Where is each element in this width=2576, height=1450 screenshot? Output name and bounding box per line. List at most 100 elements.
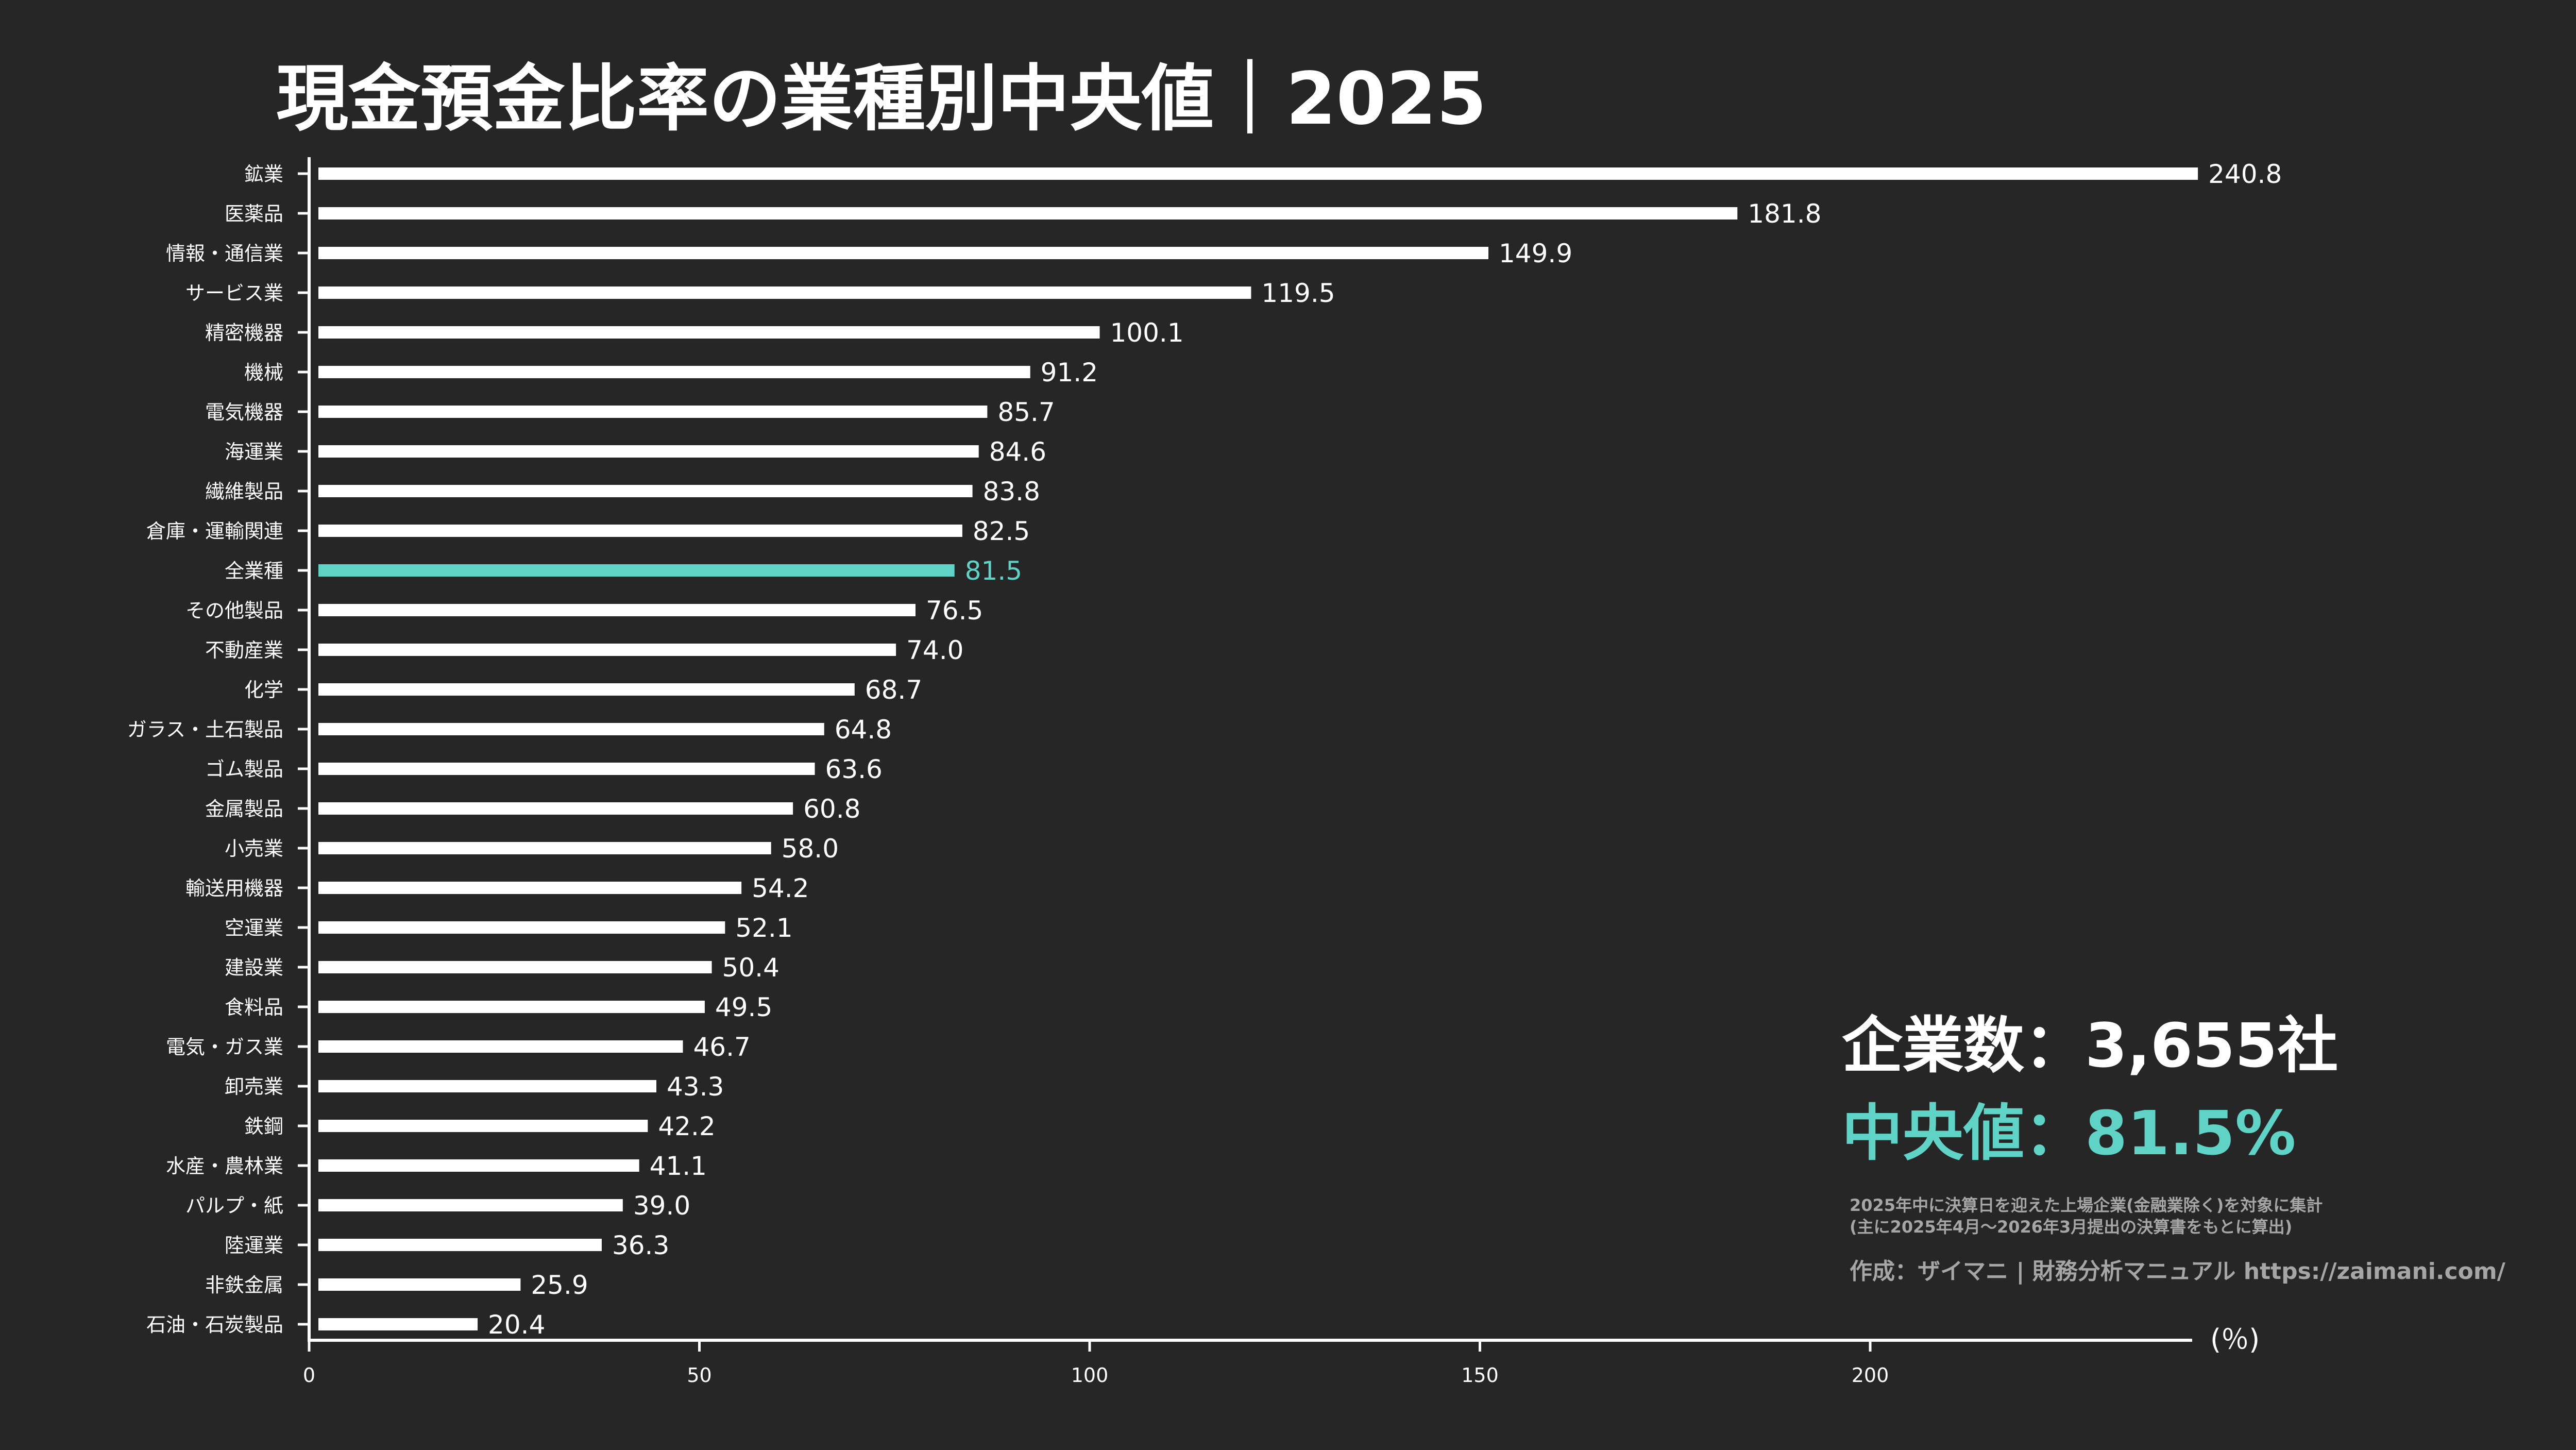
category-label: 小売業 xyxy=(225,837,283,860)
bar xyxy=(318,1080,656,1092)
value-label: 74.0 xyxy=(906,635,963,665)
value-label: 64.8 xyxy=(835,715,892,745)
category-label: ゴム製品 xyxy=(205,758,283,781)
category-label: 繊維製品 xyxy=(205,480,283,503)
value-label: 149.9 xyxy=(1499,239,1572,268)
bar xyxy=(318,604,916,616)
value-label: 20.4 xyxy=(488,1310,545,1340)
x-tick-label: 50 xyxy=(687,1364,711,1387)
bar xyxy=(318,525,962,537)
bar xyxy=(318,683,855,696)
value-label: 76.5 xyxy=(926,596,983,626)
bar xyxy=(318,723,824,735)
category-label: ガラス・土石製品 xyxy=(127,718,283,741)
category-label: 非鉄金属 xyxy=(205,1274,283,1296)
category-label: 石油・石炭製品 xyxy=(146,1313,283,1336)
x-tick-label: 0 xyxy=(303,1364,315,1387)
bar xyxy=(318,882,742,894)
value-label: 39.0 xyxy=(633,1191,690,1221)
value-label: 58.0 xyxy=(782,834,839,864)
value-label: 43.3 xyxy=(667,1072,724,1102)
bar xyxy=(318,326,1100,339)
x-tick-label: 200 xyxy=(1852,1364,1889,1387)
bars-group: 鉱業 240.8 医薬品 181.8 情報・通信業 149.9 サービス業 119.5 精密機器… xyxy=(127,159,2282,1340)
value-label: 25.9 xyxy=(531,1270,588,1300)
category-label: パルプ・紙 xyxy=(185,1194,283,1217)
bar xyxy=(318,1318,478,1330)
category-label: 電気・ガス業 xyxy=(166,1036,283,1058)
value-label: 46.7 xyxy=(693,1032,751,1062)
category-label: 不動産業 xyxy=(205,639,283,662)
category-label: 鉄鋼 xyxy=(244,1115,283,1138)
x-tick-label: 150 xyxy=(1461,1364,1499,1387)
category-label: サービス業 xyxy=(185,282,283,305)
bar xyxy=(318,763,815,775)
value-label: 181.8 xyxy=(1748,199,1821,229)
x-axis-unit: (％) xyxy=(2210,1323,2260,1356)
bar xyxy=(318,842,771,854)
bar xyxy=(318,286,1251,299)
note-line-2: (主に2025年4月～2026年3月提出の決算書をもとに算出) xyxy=(1850,1217,2292,1237)
value-label: 84.6 xyxy=(989,437,1046,467)
category-label: 建設業 xyxy=(225,956,283,979)
category-label: 卸売業 xyxy=(225,1075,283,1098)
bar xyxy=(318,247,1488,259)
category-label: 空運業 xyxy=(225,917,283,939)
credit: 作成：ザイマニ | 財務分析マニュアル https://zaimani.com/ xyxy=(1850,1258,2506,1285)
category-label: 電気機器 xyxy=(205,401,283,424)
value-label: 68.7 xyxy=(865,675,922,705)
category-label: 化学 xyxy=(244,679,283,701)
value-label: 82.5 xyxy=(973,516,1030,546)
category-label: その他製品 xyxy=(185,599,283,622)
bar xyxy=(318,167,2198,180)
category-label: 情報・通信業 xyxy=(166,242,283,265)
bar xyxy=(318,1120,648,1132)
company-count: 企業数：3,655社 xyxy=(1842,1010,2338,1081)
value-label: 83.8 xyxy=(983,477,1040,507)
bar xyxy=(318,921,725,934)
value-label: 81.5 xyxy=(965,556,1022,586)
value-label: 91.2 xyxy=(1041,358,1098,387)
bar xyxy=(318,1278,521,1291)
bar xyxy=(318,1159,639,1172)
category-label: 陸運業 xyxy=(225,1234,283,1257)
bar xyxy=(318,802,793,815)
x-ticks-group: 0 50 100 150 200 xyxy=(303,1340,1889,1387)
bar xyxy=(318,1199,623,1211)
value-label: 50.4 xyxy=(722,953,779,983)
value-label: 36.3 xyxy=(612,1230,669,1260)
value-label: 52.1 xyxy=(735,913,792,943)
value-label: 85.7 xyxy=(997,397,1055,427)
chart-title: 現金預金比率の業種別中央値｜2025 xyxy=(276,57,1487,141)
category-label: 全業種 xyxy=(225,560,283,582)
value-label: 41.1 xyxy=(650,1151,707,1181)
bar xyxy=(318,961,712,973)
bar xyxy=(318,406,988,418)
category-label: 水産・農林業 xyxy=(166,1155,283,1177)
value-label: 63.6 xyxy=(825,754,883,784)
value-label: 60.8 xyxy=(803,794,860,824)
category-label: 倉庫・運輸関連 xyxy=(146,520,283,543)
value-label: 42.2 xyxy=(658,1111,715,1141)
value-label: 54.2 xyxy=(752,873,809,903)
category-label: 食料品 xyxy=(225,996,283,1019)
category-label: 鉱業 xyxy=(244,163,283,186)
bar xyxy=(318,366,1030,378)
bar xyxy=(318,485,973,497)
bar xyxy=(318,564,955,577)
bar xyxy=(318,207,1738,220)
median-value: 中央値：81.5% xyxy=(1842,1098,2296,1169)
bar xyxy=(318,1040,683,1053)
value-label: 119.5 xyxy=(1261,278,1335,308)
category-label: 海運業 xyxy=(225,441,283,463)
bar xyxy=(318,644,896,656)
value-label: 100.1 xyxy=(1110,318,1184,348)
category-label: 機械 xyxy=(244,361,283,384)
bar xyxy=(318,445,979,458)
category-label: 輸送用機器 xyxy=(185,877,283,900)
bar xyxy=(318,1239,602,1251)
category-label: 精密機器 xyxy=(205,322,283,344)
bar xyxy=(318,1001,705,1013)
x-tick-label: 100 xyxy=(1071,1364,1109,1387)
